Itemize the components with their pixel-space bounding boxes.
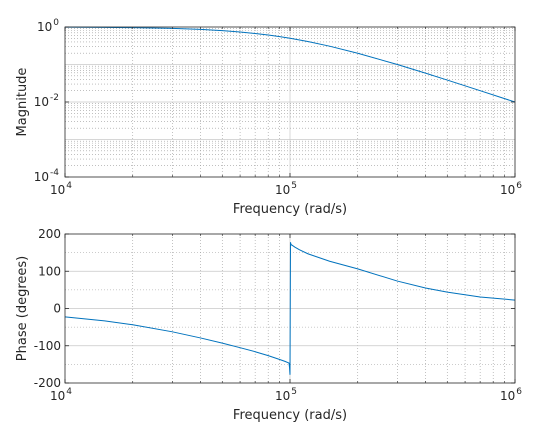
x-tick-label: 105 bbox=[275, 387, 297, 403]
y-tick-label: 0 bbox=[53, 302, 61, 316]
grid bbox=[65, 234, 515, 383]
y-axis-label: Magnitude bbox=[15, 68, 30, 137]
ticks: 104 105 106 -200 -100 0 100 200 bbox=[34, 227, 523, 403]
y-tick-label: 200 bbox=[38, 227, 61, 241]
x-tick-label: 105 bbox=[275, 181, 297, 197]
phase-series-line bbox=[64, 242, 516, 375]
y-tick-label: 10-2 bbox=[34, 93, 59, 109]
y-tick-label: 100 bbox=[38, 264, 61, 278]
phase-axes: 104 105 106 -200 -100 0 100 200 Frequency (rad/s… bbox=[15, 227, 522, 423]
y-tick-label: -200 bbox=[34, 376, 61, 390]
y-tick-label: 10-4 bbox=[34, 168, 60, 184]
grid bbox=[65, 27, 515, 177]
x-axis-label: Frequency (rad/s) bbox=[233, 202, 347, 217]
x-tick-label: 106 bbox=[500, 181, 522, 197]
x-tick-label: 104 bbox=[50, 181, 72, 197]
ticks: 104 105 106 10-4 10-2 100 bbox=[34, 18, 523, 197]
magnitude-axes: 104 105 106 10-4 10-2 100 Frequency (rad/s) Mag… bbox=[15, 18, 522, 217]
x-axis-label: Frequency (rad/s) bbox=[233, 408, 347, 423]
y-tick-label: -100 bbox=[34, 339, 61, 353]
y-tick-label: 100 bbox=[37, 18, 59, 34]
x-tick-label: 104 bbox=[50, 387, 72, 403]
x-tick-label: 106 bbox=[500, 387, 522, 403]
y-axis-label: Phase (degrees) bbox=[15, 256, 30, 361]
